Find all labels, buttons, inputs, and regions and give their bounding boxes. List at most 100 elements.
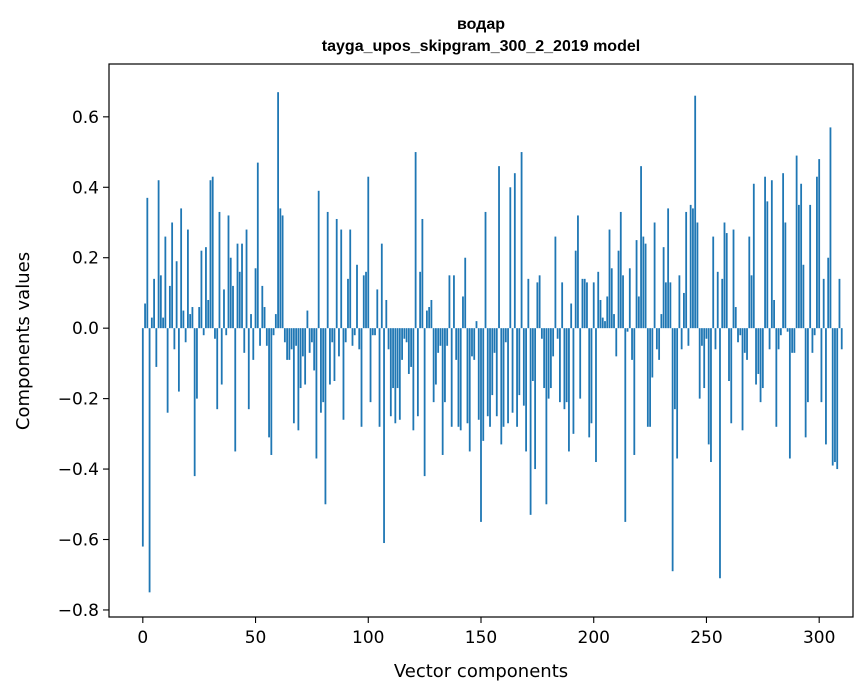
bar-58	[272, 328, 275, 336]
bar-7	[157, 180, 160, 329]
bar-10	[164, 236, 167, 329]
bar-236	[673, 328, 676, 410]
bar-203	[599, 299, 602, 329]
bar-30	[209, 180, 212, 329]
bar-53	[261, 285, 264, 329]
bar-194	[579, 328, 582, 399]
bar-89	[342, 328, 345, 420]
bar-41	[234, 328, 237, 452]
bar-129	[432, 328, 435, 403]
bar-168	[520, 152, 523, 329]
y-tick-label: 0.4	[72, 178, 99, 198]
bar-177	[540, 328, 543, 339]
x-tick-label: 150	[465, 628, 497, 648]
bar-291	[797, 204, 800, 329]
bar-13	[171, 222, 174, 329]
bar-258	[723, 222, 726, 329]
bar-60	[277, 92, 279, 329]
bar-162	[507, 328, 509, 424]
bar-212	[619, 211, 622, 329]
bar-189	[568, 328, 570, 452]
bar-167	[518, 328, 521, 396]
bar-79	[320, 328, 322, 413]
bar-160	[502, 328, 505, 427]
bar-52	[259, 328, 261, 346]
bar-44	[241, 243, 243, 329]
bar-188	[565, 328, 568, 403]
bar-213	[622, 275, 624, 329]
bar-153	[486, 328, 489, 417]
bar-1	[144, 303, 146, 329]
bar-241	[685, 211, 688, 329]
bar-55	[265, 328, 268, 346]
bar-204	[601, 317, 604, 329]
bar-110	[389, 328, 392, 417]
bar-22	[191, 307, 194, 329]
bar-49	[252, 328, 255, 360]
bar-210	[615, 328, 618, 357]
bar-243	[689, 204, 692, 329]
bar-255	[716, 271, 719, 329]
x-tick-label: 300	[803, 628, 835, 648]
bar-310	[840, 328, 843, 350]
bar-286	[786, 328, 789, 332]
x-axis-ticks: 0 50 100 150 200 250 300	[137, 617, 835, 648]
bar-90	[344, 328, 347, 343]
bar-12	[168, 285, 171, 329]
chart-title-line-1: водар	[457, 16, 505, 33]
bar-305	[829, 127, 832, 329]
bar-series	[141, 92, 843, 593]
bar-190	[570, 303, 573, 329]
bar-31	[211, 176, 214, 329]
bar-15	[175, 261, 178, 329]
bar-253	[712, 236, 715, 329]
bar-137	[450, 328, 453, 427]
bar-176	[538, 275, 541, 329]
bar-54	[263, 307, 266, 329]
bar-68	[295, 328, 298, 346]
bar-159	[500, 328, 503, 445]
bar-215	[626, 328, 629, 332]
bar-254	[714, 328, 717, 350]
bar-163	[509, 187, 512, 329]
x-tick-label: 0	[137, 628, 148, 648]
bar-98	[362, 275, 365, 329]
bar-202	[597, 271, 600, 329]
bar-266	[741, 328, 744, 431]
bar-46	[245, 229, 248, 329]
bar-123	[419, 271, 422, 329]
bar-113	[396, 328, 399, 389]
bar-33	[216, 328, 219, 410]
x-tick-label: 100	[352, 628, 384, 648]
bar-119	[410, 328, 413, 367]
bar-299	[816, 176, 818, 329]
bar-251	[707, 328, 710, 445]
bar-135	[446, 328, 449, 346]
bar-69	[297, 328, 300, 431]
bar-6	[155, 328, 158, 367]
bar-304	[827, 257, 830, 329]
bar-264	[737, 328, 739, 343]
y-tick-label: 0.6	[72, 108, 99, 128]
bar-276	[764, 176, 766, 329]
bar-121	[414, 152, 417, 329]
bar-147	[473, 328, 476, 360]
bar-16	[177, 328, 180, 392]
bar-221	[640, 166, 642, 329]
bar-47	[247, 328, 250, 410]
bar-120	[412, 328, 415, 431]
bar-207	[608, 229, 611, 329]
bar-205	[604, 321, 606, 329]
bar-117	[405, 328, 408, 343]
bar-102	[371, 328, 374, 336]
bar-306	[831, 328, 834, 466]
bar-309	[838, 278, 841, 329]
bar-298	[813, 328, 816, 336]
bar-224	[646, 328, 649, 427]
bar-156	[493, 328, 496, 353]
bar-263	[734, 307, 737, 329]
bar-252	[710, 328, 712, 463]
bar-50	[254, 268, 257, 329]
bar-273	[757, 328, 760, 374]
bar-179	[545, 328, 548, 505]
